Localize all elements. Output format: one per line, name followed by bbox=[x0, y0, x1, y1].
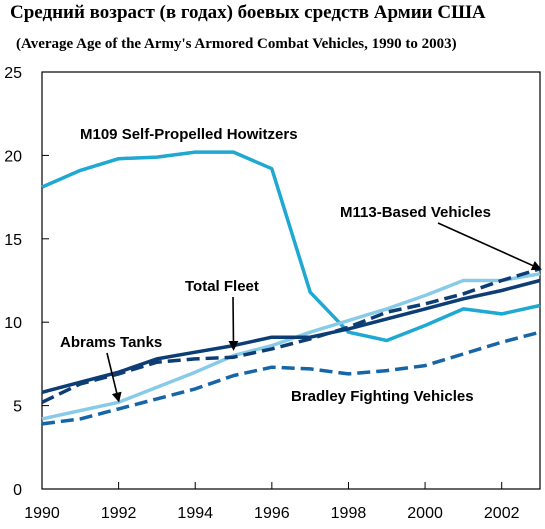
annotation-arrow-m113-based-vehicles bbox=[437, 222, 542, 271]
annotation-label-m109-self-propelled-howitzers: M109 Self-Propelled Howitzers bbox=[80, 126, 298, 143]
x-tick-label: 1996 bbox=[254, 505, 290, 522]
y-tick-label: 25 bbox=[4, 65, 22, 82]
chart-title: Средний возраст (в годах) боевых средств… bbox=[10, 2, 486, 23]
annotation-label-abrams-tanks: Abrams Tanks bbox=[60, 334, 162, 351]
chart-subtitle: (Average Age of the Army's Armored Comba… bbox=[16, 36, 457, 52]
y-tick-label: 15 bbox=[4, 232, 22, 249]
x-tick-label: 2000 bbox=[407, 505, 443, 522]
y-tick-label: 20 bbox=[4, 148, 22, 165]
annotation-label-m113-based-vehicles: M113-Based Vehicles bbox=[340, 204, 491, 221]
annotation-label-bradley-fighting-vehicles: Bradley Fighting Vehicles bbox=[291, 388, 474, 405]
x-tick-label: 1990 bbox=[24, 505, 60, 522]
annotation-label-total-fleet: Total Fleet bbox=[185, 278, 259, 295]
y-tick-label: 10 bbox=[4, 315, 22, 332]
annotation-arrow-total-fleet bbox=[228, 296, 239, 351]
x-tick-label: 1994 bbox=[177, 505, 213, 522]
series-line-bradley-fighting-vehicles bbox=[41, 330, 541, 426]
series-line-m109-self-propelled-howitzers bbox=[41, 150, 541, 343]
annotation-arrow-abrams-tanks bbox=[106, 352, 122, 403]
y-tick-label: 5 bbox=[13, 399, 22, 416]
x-tick-label: 1998 bbox=[331, 505, 367, 522]
y-tick-label: 0 bbox=[13, 482, 22, 499]
series-line-total-fleet bbox=[41, 278, 541, 394]
series-line-m113-based-vehicles bbox=[41, 267, 541, 404]
x-tick-label: 1992 bbox=[101, 505, 137, 522]
x-tick-label: 2002 bbox=[484, 505, 520, 522]
